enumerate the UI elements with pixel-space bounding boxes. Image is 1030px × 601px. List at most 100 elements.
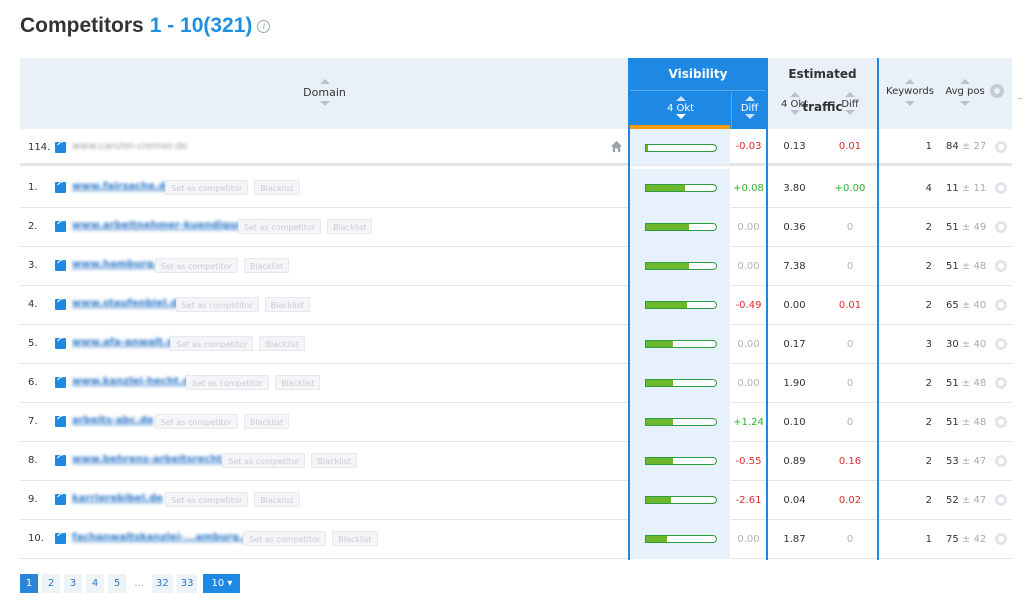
traffic-value: 0.04 xyxy=(783,495,806,506)
external-link-icon[interactable] xyxy=(55,530,66,544)
row-rank: 5. xyxy=(28,338,38,349)
external-link-icon[interactable] xyxy=(55,491,66,505)
page-33[interactable]: 33 xyxy=(176,574,198,593)
header-visibility-label: Visibility xyxy=(630,58,766,91)
competitor-domain-link[interactable]: arbeits-abc.de xyxy=(72,415,154,426)
competitor-domain-link[interactable]: www.hamburg.de xyxy=(72,259,172,270)
page-size-select[interactable]: 10 ▾ xyxy=(203,574,241,593)
traffic-diff-label: Diff xyxy=(841,99,859,110)
competitor-domain-link[interactable]: www.behrens-arbeitsrecht.de xyxy=(72,454,240,465)
keywords-count: 2 xyxy=(925,456,932,467)
header-keywords[interactable]: Keywords xyxy=(880,58,940,129)
set-competitor-button[interactable]: Set as competitor xyxy=(170,336,254,351)
page-1[interactable]: 1 xyxy=(20,574,38,593)
sort-up-icon xyxy=(675,96,686,101)
row-settings-gear-icon[interactable] xyxy=(995,182,1007,194)
settings-gear-icon[interactable] xyxy=(990,84,1004,98)
set-competitor-button[interactable]: Set as competitor xyxy=(238,219,322,234)
visibility-bar xyxy=(645,496,717,504)
set-competitor-button[interactable]: Set as competitor xyxy=(186,375,270,390)
row-settings-gear-icon[interactable] xyxy=(995,299,1007,311)
external-link-icon[interactable] xyxy=(55,335,66,349)
avg-position: 65 ± 40 xyxy=(946,286,986,325)
blacklist-button[interactable]: Blacklist xyxy=(243,414,290,429)
blacklist-button[interactable]: Blacklist xyxy=(264,297,311,312)
set-competitor-button[interactable]: Set as competitor xyxy=(165,180,249,195)
row-settings-gear-icon[interactable] xyxy=(995,260,1007,272)
external-link-icon[interactable] xyxy=(55,296,66,310)
competitor-domain-link[interactable]: www.afa-anwalt.de xyxy=(72,337,181,348)
page-5[interactable]: 5 xyxy=(108,574,126,593)
set-competitor-button[interactable]: Set as competitor xyxy=(154,414,238,429)
competitor-domain-link[interactable]: www.kanzlei-hecht.de xyxy=(72,376,197,387)
set-competitor-button[interactable]: Set as competitor xyxy=(243,531,327,546)
blacklist-button[interactable]: Blacklist xyxy=(311,453,357,468)
visibility-diff: -0.55 xyxy=(735,456,762,467)
competitor-domain-link[interactable]: www.arbeitnehmer-kuendigung.de xyxy=(72,220,269,231)
header-visibility-date[interactable]: 4 Okt xyxy=(630,92,731,129)
set-competitor-button[interactable]: Set as competitor xyxy=(222,453,306,468)
header-traffic-diff[interactable]: Diff xyxy=(822,92,878,115)
keywords-count: 3 xyxy=(925,339,932,350)
external-link-icon[interactable] xyxy=(55,452,66,466)
row-settings-gear-icon[interactable] xyxy=(995,377,1007,389)
page-32[interactable]: 32 xyxy=(152,574,173,593)
visibility-bar xyxy=(645,301,717,309)
row-settings-gear-icon[interactable] xyxy=(995,338,1007,350)
row-settings-gear-icon[interactable] xyxy=(995,416,1007,428)
keywords-count: 2 xyxy=(925,378,932,389)
header-visibility-diff[interactable]: Diff xyxy=(731,92,767,129)
competitor-domain-link[interactable]: karrierebibel.de xyxy=(72,493,163,504)
own-domain: www.canzlei-cremer.de xyxy=(72,141,188,152)
visibility-cell xyxy=(629,247,730,286)
external-link-icon[interactable] xyxy=(55,139,66,153)
keywords-count: 2 xyxy=(925,300,932,311)
blacklist-button[interactable]: Blacklist xyxy=(254,180,300,195)
external-link-icon[interactable] xyxy=(55,218,66,232)
visibility-bar xyxy=(645,144,717,152)
external-link-icon[interactable] xyxy=(55,413,66,427)
competitor-domain-link[interactable]: www.staufenbiel.de xyxy=(72,298,185,309)
page-3[interactable]: 3 xyxy=(64,574,82,593)
blacklist-button[interactable]: Blacklist xyxy=(327,219,373,234)
sort-down-icon xyxy=(905,101,915,106)
competitor-domain-link[interactable]: www.fairsache.de xyxy=(72,181,173,192)
set-competitor-button[interactable]: Set as competitor xyxy=(154,258,238,273)
visibility-cell xyxy=(629,169,730,208)
set-competitor-button[interactable]: Set as competitor xyxy=(175,297,259,312)
sort-up-icon xyxy=(845,92,855,97)
competitor-domain-link[interactable]: fachanwaltskanzlei-...amburg.de xyxy=(72,532,257,543)
row-settings-gear-icon[interactable] xyxy=(995,141,1007,153)
blacklist-button[interactable]: Blacklist xyxy=(332,531,378,546)
traffic-diff: 0 xyxy=(846,534,854,545)
row-settings-gear-icon[interactable] xyxy=(995,221,1007,233)
header-domain[interactable]: Domain xyxy=(20,58,629,129)
page-size-value: 10 xyxy=(211,578,225,589)
external-link-icon[interactable] xyxy=(55,374,66,388)
avg-value: 84 xyxy=(946,141,959,152)
external-link-icon[interactable] xyxy=(55,257,66,271)
blacklist-button[interactable]: Blacklist xyxy=(259,336,305,351)
row-settings-gear-icon[interactable] xyxy=(995,533,1007,545)
blacklist-button[interactable]: Blacklist xyxy=(275,375,321,390)
traffic-value: 0.36 xyxy=(783,222,806,233)
info-icon[interactable]: i xyxy=(257,19,271,33)
blacklist-button[interactable]: Blacklist xyxy=(254,492,300,507)
avg-value: 75 xyxy=(946,534,959,545)
set-competitor-button[interactable]: Set as competitor xyxy=(165,492,249,507)
avg-position: 84 ± 27 xyxy=(946,129,986,168)
header-traffic-date[interactable]: 4 Okt xyxy=(767,92,822,115)
page-2[interactable]: 2 xyxy=(42,574,60,593)
avg-value: 51 xyxy=(946,378,959,389)
header-avg-pos[interactable]: Avg pos xyxy=(940,58,990,129)
visibility-diff: +0.08 xyxy=(733,183,764,194)
blacklist-button[interactable]: Blacklist xyxy=(243,258,290,273)
row-actions: Set as competitor Blacklist xyxy=(243,531,378,546)
row-settings-gear-icon[interactable] xyxy=(995,494,1007,506)
row-settings-gear-icon[interactable] xyxy=(995,455,1007,467)
page-4[interactable]: 4 xyxy=(86,574,104,593)
external-link-icon[interactable] xyxy=(55,179,66,193)
avg-deviation: ± 48 xyxy=(961,378,987,389)
